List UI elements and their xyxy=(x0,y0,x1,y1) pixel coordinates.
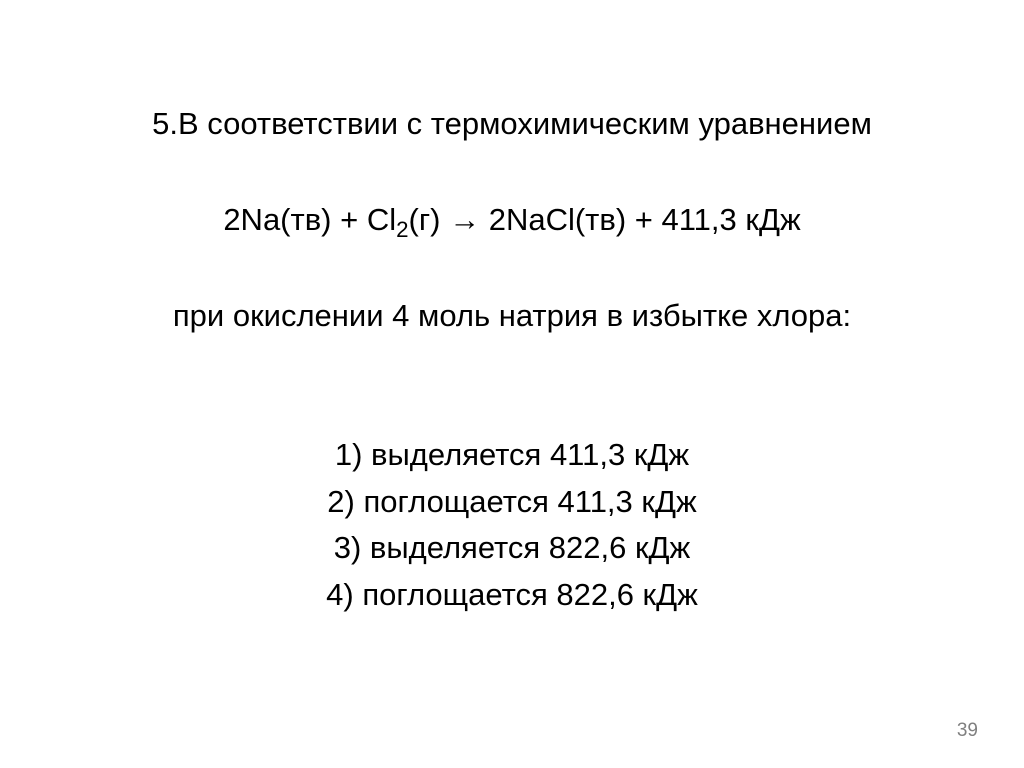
slide: 5.В соответствии с термохимическим уравн… xyxy=(0,0,1024,768)
page-number: 39 xyxy=(957,720,978,742)
answer-option-1: 1) выделяется 411,3 кДж xyxy=(0,432,1024,479)
answer-option-4: 4) поглощается 822,6 кДж xyxy=(0,572,1024,619)
equation-suffix: (г) → 2NaCl(тв) + 411,3 кДж xyxy=(409,202,801,237)
question-block: 5.В соответствии с термохимическим уравн… xyxy=(0,100,1024,340)
question-line-3: при окислении 4 моль натрия в избытке хл… xyxy=(0,292,1024,340)
equation-subscript: 2 xyxy=(396,217,408,242)
question-text-1: В соответствии с термохимическим уравнен… xyxy=(178,106,872,141)
question-line-1: 5.В соответствии с термохимическим уравн… xyxy=(0,100,1024,148)
equation-prefix: 2Na(тв) + Cl xyxy=(223,202,396,237)
answer-option-3: 3) выделяется 822,6 кДж xyxy=(0,525,1024,572)
answers-block: 1) выделяется 411,3 кДж 2) поглощается 4… xyxy=(0,432,1024,618)
question-number: 5. xyxy=(152,106,178,141)
equation-line: 2Na(тв) + Cl2(г) → 2NaCl(тв) + 411,3 кДж xyxy=(0,196,1024,244)
spacer-2 xyxy=(0,244,1024,292)
answer-option-2: 2) поглощается 411,3 кДж xyxy=(0,479,1024,526)
spacer-1 xyxy=(0,148,1024,196)
